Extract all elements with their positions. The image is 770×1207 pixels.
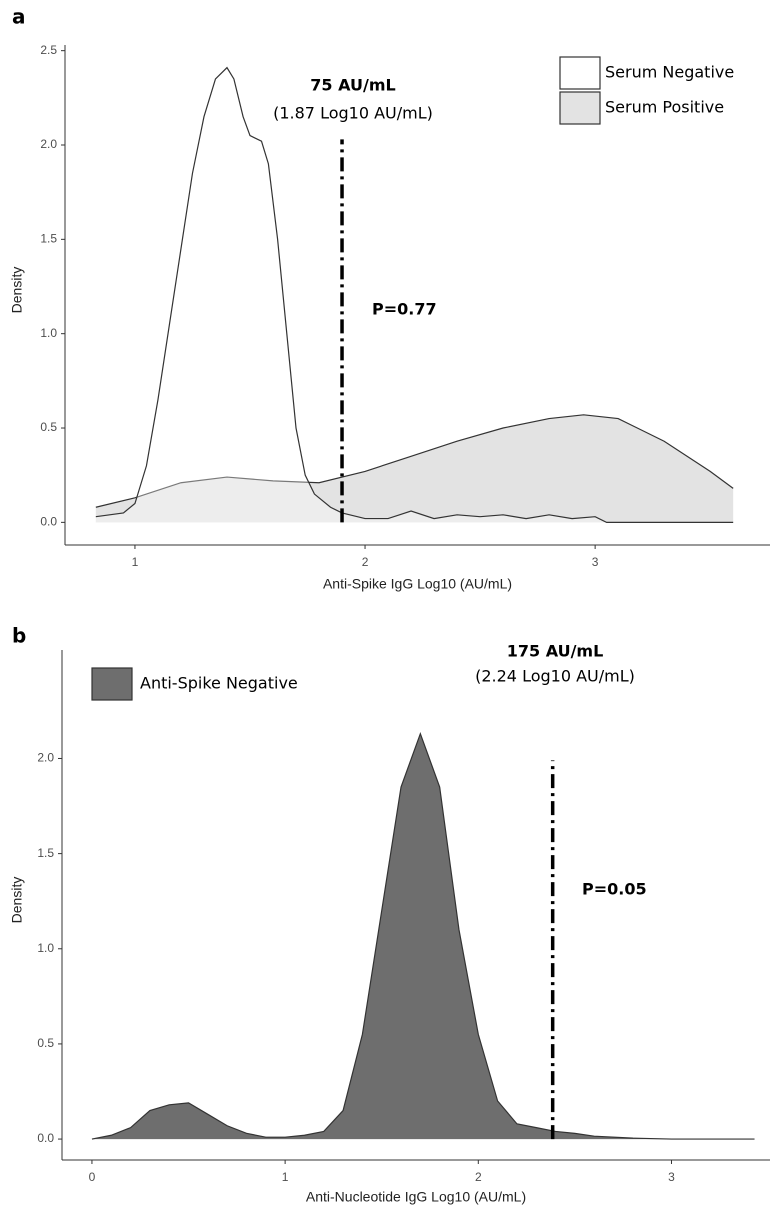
y-tick-label: 2.5 — [40, 43, 57, 57]
y-tick-label: 1.0 — [37, 941, 54, 955]
legend-swatch — [559, 56, 601, 90]
legend-swatch — [91, 667, 133, 701]
x-tick-label: 3 — [668, 1170, 675, 1184]
annotation: (1.87 Log10 AU/mL) — [273, 104, 433, 123]
y-tick-label: 0.0 — [40, 515, 57, 529]
density-line — [95, 66, 734, 523]
x-tick-label: 0 — [89, 1170, 96, 1184]
x-axis-title: Anti-Spike IgG Log10 (AU/mL) — [323, 576, 512, 592]
y-tick-label: 2.0 — [40, 137, 57, 151]
x-tick-label: 3 — [592, 555, 599, 569]
y-tick-label: 2.0 — [37, 751, 54, 765]
legend-swatch — [559, 91, 601, 125]
area-fill — [95, 67, 734, 523]
density-line — [91, 731, 755, 1140]
area-fill — [91, 733, 755, 1140]
annotation: 175 AU/mL — [507, 642, 604, 661]
y-tick-label: 1.5 — [40, 232, 57, 246]
x-tick-label: 2 — [475, 1170, 482, 1184]
y-tick-label: 1.5 — [37, 846, 54, 860]
y-axis-title: Density — [9, 877, 25, 924]
legend-label: Anti-Spike Negative — [140, 674, 298, 693]
y-tick-label: 0.0 — [37, 1131, 54, 1145]
density-line — [95, 414, 734, 508]
x-tick-label: 1 — [132, 555, 139, 569]
x-tick-label: 1 — [282, 1170, 289, 1184]
panel-label: b — [12, 624, 26, 648]
annotation: P=0.77 — [372, 300, 437, 319]
x-axis-title: Anti-Nucleotide IgG Log10 (AU/mL) — [306, 1189, 526, 1205]
annotation: (2.24 Log10 AU/mL) — [475, 667, 635, 686]
legend-label: Serum Positive — [605, 98, 724, 117]
y-tick-label: 1.0 — [40, 326, 57, 340]
y-tick-label: 0.5 — [40, 420, 57, 434]
annotation: 75 AU/mL — [310, 76, 395, 95]
y-axis-title: Density — [9, 267, 25, 314]
annotation: P=0.05 — [582, 880, 647, 899]
panel-label: a — [12, 5, 26, 29]
x-tick-label: 2 — [362, 555, 369, 569]
y-tick-label: 0.5 — [37, 1036, 54, 1050]
legend-label: Serum Negative — [605, 63, 734, 82]
area-fill — [95, 414, 734, 523]
